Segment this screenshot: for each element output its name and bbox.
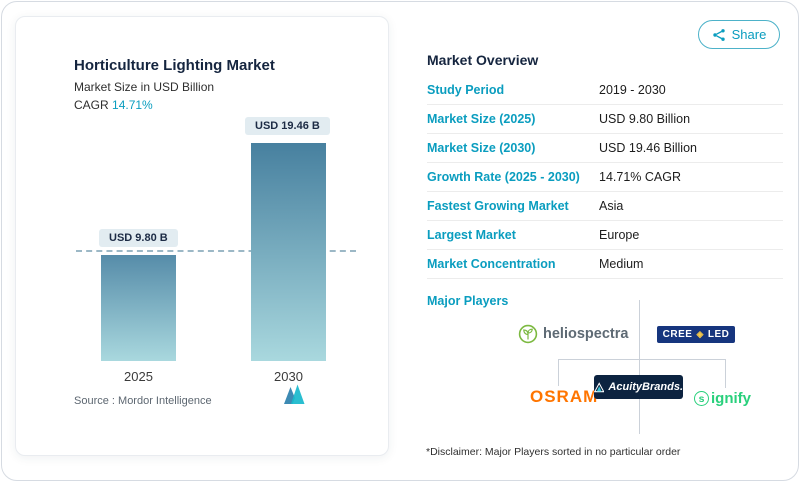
row-value: Asia xyxy=(599,199,624,213)
logo-cree-led: CREE ◈ LED xyxy=(657,326,735,343)
cagr-label: CAGR xyxy=(74,98,109,112)
share-button[interactable]: Share xyxy=(698,20,780,49)
table-row: Fastest Growing Market Asia xyxy=(427,192,783,221)
row-value: 14.71% CAGR xyxy=(599,170,681,184)
row-label: Growth Rate (2025 - 2030) xyxy=(427,170,580,184)
acuity-triangle-icon xyxy=(594,381,605,392)
row-label: Market Size (2030) xyxy=(427,141,536,155)
mordor-intelligence-logo-icon xyxy=(284,384,305,404)
row-label: Study Period xyxy=(427,83,505,97)
table-row: Study Period 2019 - 2030 xyxy=(427,76,783,105)
logo-acuity-brands: AcuityBrands. xyxy=(594,375,683,399)
overview-title: Market Overview xyxy=(427,52,539,68)
chart-cagr-line: CAGR 14.71% xyxy=(74,98,153,112)
logo-heliospectra: heliospectra xyxy=(518,324,628,344)
heliospectra-wordmark: heliospectra xyxy=(543,326,629,342)
row-label: Largest Market xyxy=(427,228,516,242)
share-label: Share xyxy=(731,27,767,42)
x-axis-label-2025: 2025 xyxy=(124,369,153,384)
overview-table: Study Period 2019 - 2030 Market Size (20… xyxy=(427,76,783,279)
table-row: Market Size (2025) USD 9.80 Billion xyxy=(427,105,783,134)
table-row: Market Concentration Medium xyxy=(427,250,783,279)
table-row: Growth Rate (2025 - 2030) 14.71% CAGR xyxy=(427,163,783,192)
bar-value-label-2025: USD 9.80 B xyxy=(99,229,178,247)
table-row: Largest Market Europe xyxy=(427,221,783,250)
disclaimer-text: *Disclaimer: Major Players sorted in no … xyxy=(426,446,681,458)
share-icon xyxy=(712,28,725,41)
connector-line xyxy=(725,359,726,388)
x-axis-label-2030: 2030 xyxy=(274,369,303,384)
cree-word: CREE xyxy=(662,329,693,340)
cree-diamond-icon: ◈ xyxy=(696,329,704,339)
acuity-wordmark: AcuityBrands. xyxy=(608,381,683,393)
row-label: Market Size (2025) xyxy=(427,112,536,126)
connector-line xyxy=(558,359,726,360)
cagr-value: 14.71% xyxy=(112,98,153,112)
chart-subtitle: Market Size in USD Billion xyxy=(74,80,215,94)
row-value: 2019 - 2030 xyxy=(599,83,666,97)
row-value: Medium xyxy=(599,257,644,271)
connector-line xyxy=(639,399,640,434)
major-players-label: Major Players xyxy=(427,294,509,308)
bar-2030 xyxy=(251,143,326,361)
source-line: Source : Mordor Intelligence xyxy=(74,395,212,407)
bar-2025 xyxy=(101,255,176,361)
row-value: USD 9.80 Billion xyxy=(599,112,691,126)
row-value: Europe xyxy=(599,228,640,242)
table-row: Market Size (2030) USD 19.46 Billion xyxy=(427,134,783,163)
signify-wordmark: ignify xyxy=(711,390,751,407)
reference-dashed-line xyxy=(76,250,356,252)
bar-value-label-2030: USD 19.46 B xyxy=(245,117,330,135)
row-value: USD 19.46 Billion xyxy=(599,141,697,155)
source-value: Mordor Intelligence xyxy=(118,395,212,407)
connector-line xyxy=(558,359,559,386)
signify-s-circle-icon: s xyxy=(694,391,709,406)
row-label: Market Concentration xyxy=(427,257,556,271)
connector-line xyxy=(639,300,640,375)
heliospectra-leaf-icon xyxy=(518,324,538,344)
logo-osram: OSRAM xyxy=(530,387,599,406)
chart-title: Horticulture Lighting Market xyxy=(74,57,275,74)
logo-signify: s ignify xyxy=(694,390,751,407)
led-word: LED xyxy=(707,329,730,340)
row-label: Fastest Growing Market xyxy=(427,199,569,213)
source-label: Source : xyxy=(74,395,115,407)
market-size-chart-card: Horticulture Lighting Market Market Size… xyxy=(15,16,389,456)
